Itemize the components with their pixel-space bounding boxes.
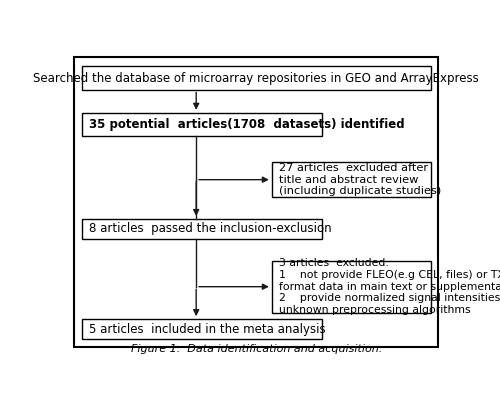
- Text: 3 articles  excluded:
1    not provide FLEO(e.g CEL, files) or TXT
format data i: 3 articles excluded: 1 not provide FLEO(…: [278, 258, 500, 315]
- Text: Searched the database of microarray repositories in GEO and ArrayExpress: Searched the database of microarray repo…: [34, 72, 479, 84]
- Bar: [82, 113, 322, 136]
- Text: 35 potential  articles(1708  datasets) identified: 35 potential articles(1708 datasets) ide…: [89, 118, 404, 131]
- Bar: [82, 319, 322, 339]
- Text: 8 articles  passed the inclusion-exclusion: 8 articles passed the inclusion-exclusio…: [89, 222, 332, 236]
- Bar: [272, 162, 430, 197]
- Text: Figure 1.  Data identification and acquisition.: Figure 1. Data identification and acquis…: [130, 344, 382, 354]
- Bar: [272, 260, 430, 313]
- Text: 5 articles  included in the meta analysis: 5 articles included in the meta analysis: [89, 322, 326, 336]
- Text: 27 articles  excluded after
title and abstract review
(including duplicate studi: 27 articles excluded after title and abs…: [278, 163, 441, 196]
- Bar: [82, 66, 430, 90]
- Bar: [82, 219, 322, 239]
